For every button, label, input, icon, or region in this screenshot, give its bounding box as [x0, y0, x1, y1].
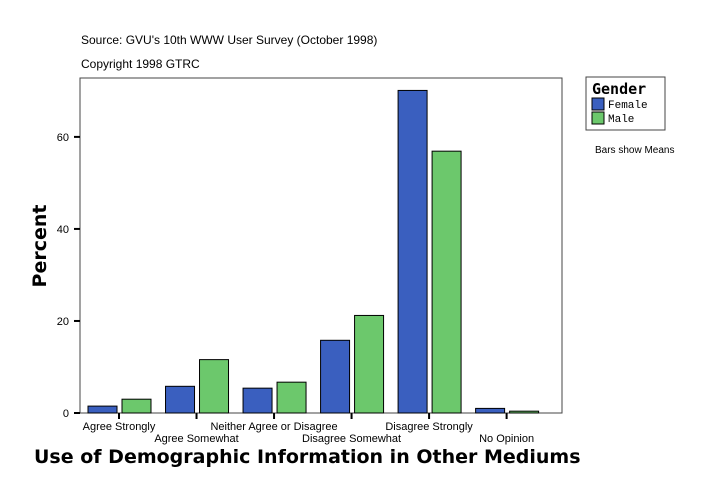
x-tick-label: Disagree Somewhat — [302, 433, 401, 445]
x-tick-label: Agree Strongly — [83, 421, 156, 433]
legend-swatch-male — [591, 111, 605, 125]
legend: Gender Female Male — [585, 76, 666, 131]
legend-label-female: Female — [608, 100, 648, 112]
x-tick-label: Agree Somewhat — [154, 433, 238, 445]
y-axis-label: Percent — [29, 205, 51, 288]
source-text: Source: GVU's 10th WWW User Survey (Octo… — [81, 33, 377, 47]
bar-female — [475, 407, 506, 414]
bar-female — [242, 387, 273, 414]
bar-male — [199, 359, 230, 414]
legend-label-male: Male — [608, 114, 634, 126]
x-axis-label: Use of Demographic Information in Other … — [34, 446, 581, 468]
x-tick-label: Neither Agree or Disagree — [210, 421, 337, 433]
bars — [87, 89, 540, 414]
bar-female — [320, 339, 351, 414]
x-tick-label: Disagree Strongly — [385, 421, 473, 433]
bar-male — [354, 314, 385, 414]
copyright-text: Copyright 1998 GTRC — [81, 57, 200, 71]
bar-male — [509, 410, 540, 414]
y-tick-label: 20 — [57, 316, 69, 328]
legend-title: Gender — [592, 80, 646, 98]
y-axis: 0 20 40 60 — [57, 132, 80, 420]
legend-swatch-female — [591, 97, 605, 111]
bar-male — [431, 150, 462, 414]
bar-male — [276, 381, 307, 414]
bar-female — [397, 89, 428, 414]
y-tick-label: 40 — [57, 224, 69, 236]
y-tick-label: 60 — [57, 132, 69, 144]
bar-female — [165, 385, 196, 414]
bar-female — [87, 405, 118, 414]
x-tick-label: No Opinion — [479, 433, 534, 445]
y-tick-label: 0 — [63, 408, 69, 420]
bars-note: Bars show Means — [595, 145, 674, 156]
bar-male — [121, 398, 152, 414]
